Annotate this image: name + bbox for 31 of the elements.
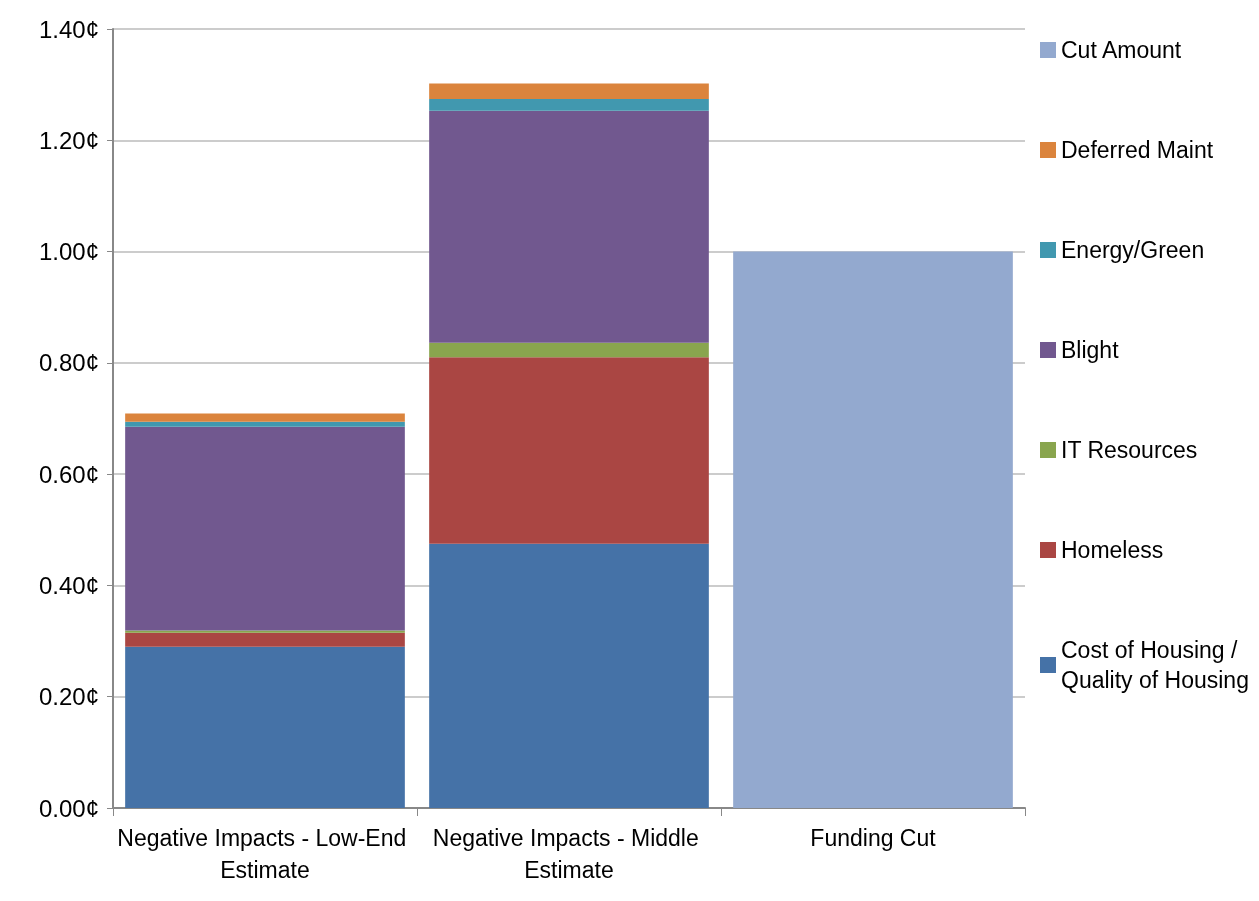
bar — [429, 110, 709, 343]
legend-label: Deferred Maint — [1061, 137, 1214, 163]
bar — [429, 342, 709, 358]
bar — [429, 357, 709, 544]
bar — [125, 646, 405, 808]
y-tick-label: 0.00¢ — [38, 794, 99, 822]
bar — [429, 543, 709, 808]
bar — [125, 413, 405, 422]
legend-label: IT Resources — [1061, 437, 1198, 463]
y-tick-label: 1.40¢ — [38, 15, 99, 43]
x-tick-label: Negative Impacts - Middle Estimate — [432, 825, 706, 883]
y-tick-label: 1.20¢ — [38, 126, 99, 154]
legend-label: Homeless — [1061, 537, 1164, 563]
y-tick-label: 0.80¢ — [38, 349, 99, 377]
x-tick-label: Funding Cut — [810, 825, 937, 851]
legend-label: Cost of Housing / Quality of Housing — [1061, 637, 1249, 693]
y-tick-label: 0.40¢ — [38, 571, 99, 599]
y-tick-label: 1.00¢ — [38, 238, 99, 266]
bar — [429, 99, 709, 111]
bar — [125, 630, 405, 633]
y-tick-label: 0.60¢ — [38, 460, 99, 488]
legend-label: Blight — [1061, 337, 1120, 363]
bar — [733, 251, 1013, 808]
legend-label: Energy/Green — [1061, 237, 1205, 263]
bar — [429, 83, 709, 100]
bar — [125, 421, 405, 427]
y-tick-label: 0.20¢ — [38, 683, 99, 711]
bar — [125, 426, 405, 631]
bar — [125, 632, 405, 647]
legend-label: Cut Amount — [1061, 37, 1182, 63]
x-tick-label: Negative Impacts - Low-End Estimate — [117, 825, 413, 883]
